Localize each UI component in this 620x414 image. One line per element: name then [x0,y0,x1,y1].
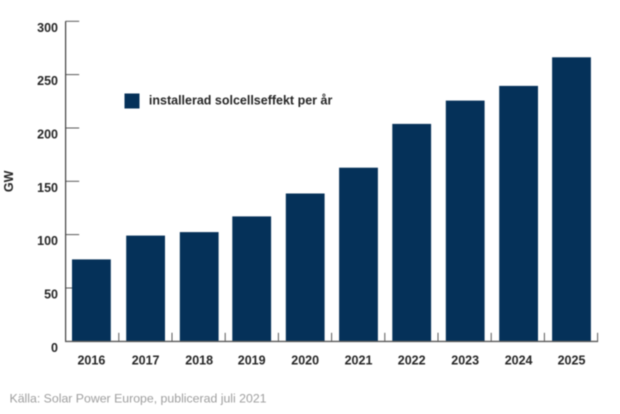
svg-text:2020: 2020 [291,354,319,368]
svg-text:2025: 2025 [558,354,586,368]
svg-text:300: 300 [37,21,58,35]
svg-text:2016: 2016 [77,354,105,368]
svg-text:2024: 2024 [505,354,533,368]
svg-text:50: 50 [44,288,58,302]
svg-text:200: 200 [37,128,58,142]
svg-text:2019: 2019 [238,354,266,368]
svg-text:0: 0 [51,341,58,355]
svg-text:Källa: Solar Power Europe, pub: Källa: Solar Power Europe, publicerad ju… [10,391,267,405]
svg-text:150: 150 [37,181,58,195]
svg-text:2017: 2017 [132,354,160,368]
svg-text:2023: 2023 [451,354,479,368]
svg-text:2022: 2022 [398,354,426,368]
svg-text:2018: 2018 [185,354,213,368]
svg-text:100: 100 [37,234,58,248]
svg-text:2021: 2021 [345,354,373,368]
svg-text:installerad solcellseffekt per: installerad solcellseffekt per år [149,94,333,108]
svg-text:GW: GW [2,170,16,192]
svg-text:250: 250 [37,74,58,88]
